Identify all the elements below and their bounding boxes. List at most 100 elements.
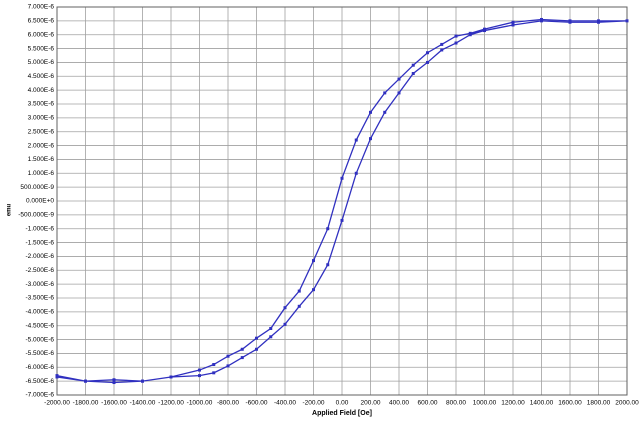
- y-tick-label: 1.000E-6: [28, 170, 55, 177]
- data-point: [141, 379, 144, 383]
- data-point: [369, 137, 372, 141]
- x-tick-label: 1200.00: [501, 400, 525, 407]
- data-point: [326, 263, 330, 267]
- data-point: [354, 138, 358, 142]
- y-tick-label: 500.000E-9: [20, 184, 54, 191]
- x-tick-label: 1600.00: [558, 400, 582, 407]
- data-point: [240, 347, 244, 351]
- data-point: [340, 218, 344, 222]
- y-tick-label: 6.500E-6: [28, 18, 55, 25]
- data-point: [312, 259, 315, 263]
- data-point: [297, 304, 301, 308]
- data-point: [198, 368, 201, 372]
- y-tick-label: -2.000E-6: [25, 253, 54, 260]
- data-point: [255, 336, 258, 340]
- data-point: [597, 19, 600, 23]
- y-axis-label: emu: [7, 204, 13, 217]
- x-tick-label: -1600.00: [101, 400, 127, 407]
- data-point: [198, 374, 201, 378]
- x-tick-label: 0.00: [336, 400, 349, 407]
- data-point: [511, 23, 515, 27]
- data-point: [369, 110, 372, 114]
- data-point: [169, 375, 173, 379]
- y-tick-label: -7.000E-6: [25, 392, 54, 399]
- y-tick-label: -6.000E-6: [25, 364, 54, 371]
- x-tick-label: 1400.00: [530, 400, 554, 407]
- x-tick-label: -800.00: [217, 400, 239, 407]
- y-tick-label: -3.500E-6: [25, 295, 54, 302]
- data-point: [354, 171, 358, 175]
- y-tick-label: 2.000E-6: [28, 142, 55, 149]
- y-tick-label: 4.000E-6: [28, 87, 55, 94]
- data-point: [269, 335, 273, 339]
- x-tick-label: -1800.00: [73, 400, 99, 407]
- data-point: [326, 227, 330, 231]
- data-point: [283, 322, 287, 326]
- data-point: [269, 326, 273, 330]
- data-point: [312, 288, 315, 292]
- data-point: [426, 51, 429, 55]
- data-point: [55, 375, 59, 379]
- data-point: [226, 364, 230, 368]
- data-point: [397, 77, 401, 81]
- data-point: [84, 379, 87, 383]
- y-tick-label: 0.000E+0: [26, 198, 54, 205]
- x-tick-label: 400.00: [389, 400, 409, 407]
- x-tick-label: 1800.00: [587, 400, 611, 407]
- x-tick-label: 200.00: [361, 400, 381, 407]
- y-tick-label: -4.500E-6: [25, 322, 54, 329]
- data-point: [212, 371, 216, 375]
- y-tick-label: 4.500E-6: [28, 73, 55, 80]
- y-tick-label: -1.000E-6: [25, 225, 54, 232]
- data-point: [468, 31, 472, 35]
- y-tick-label: 5.000E-6: [28, 59, 55, 66]
- data-point: [112, 381, 116, 385]
- x-tick-label: -1200.00: [158, 400, 184, 407]
- x-tick-label: -600.00: [245, 400, 267, 407]
- y-tick-label: 3.000E-6: [28, 115, 55, 122]
- x-tick-label: 600.00: [418, 400, 438, 407]
- x-tick-label: -200.00: [302, 400, 324, 407]
- data-point: [240, 356, 244, 360]
- x-tick-label: -1400.00: [130, 400, 156, 407]
- y-tick-label: 7.000E-6: [28, 4, 55, 11]
- data-point: [297, 289, 301, 293]
- x-tick-label: -1000.00: [187, 400, 213, 407]
- data-point: [411, 63, 415, 67]
- y-tick-label: -5.500E-6: [25, 350, 54, 357]
- y-tick-label: -6.500E-6: [25, 378, 54, 385]
- data-point: [283, 306, 287, 310]
- data-point: [383, 91, 387, 95]
- x-tick-label: 2000.00: [615, 400, 639, 407]
- y-tick-label: 1.500E-6: [28, 156, 55, 163]
- data-point: [226, 354, 230, 358]
- y-tick-label: -1.500E-6: [25, 239, 54, 246]
- data-point: [568, 19, 572, 23]
- y-tick-label: 2.500E-6: [28, 128, 55, 135]
- data-point: [625, 19, 629, 23]
- y-tick-label: -500.000E-9: [18, 212, 54, 219]
- y-tick-label: 3.500E-6: [28, 101, 55, 108]
- plot-frame: [56, 6, 628, 396]
- data-point: [112, 378, 116, 382]
- y-tick-label: -5.000E-6: [25, 336, 54, 343]
- data-point: [212, 363, 216, 367]
- y-tick-label: 6.000E-6: [28, 31, 55, 38]
- data-point: [440, 48, 444, 52]
- x-axis-label: Applied Field [Oe]: [312, 410, 372, 417]
- y-tick-label: -2.500E-6: [25, 267, 54, 274]
- x-tick-label: 800.00: [446, 400, 466, 407]
- data-point: [454, 34, 458, 38]
- data-point: [540, 17, 543, 21]
- data-point: [383, 110, 387, 114]
- x-tick-label: 1000.00: [473, 400, 497, 407]
- data-point: [511, 20, 515, 24]
- x-tick-label: -2000.00: [44, 400, 70, 407]
- data-point: [411, 72, 415, 76]
- data-point: [440, 42, 444, 46]
- data-point: [426, 60, 429, 64]
- data-point: [454, 41, 458, 45]
- y-tick-label: -3.000E-6: [25, 281, 54, 288]
- y-tick-label: 5.500E-6: [28, 45, 55, 52]
